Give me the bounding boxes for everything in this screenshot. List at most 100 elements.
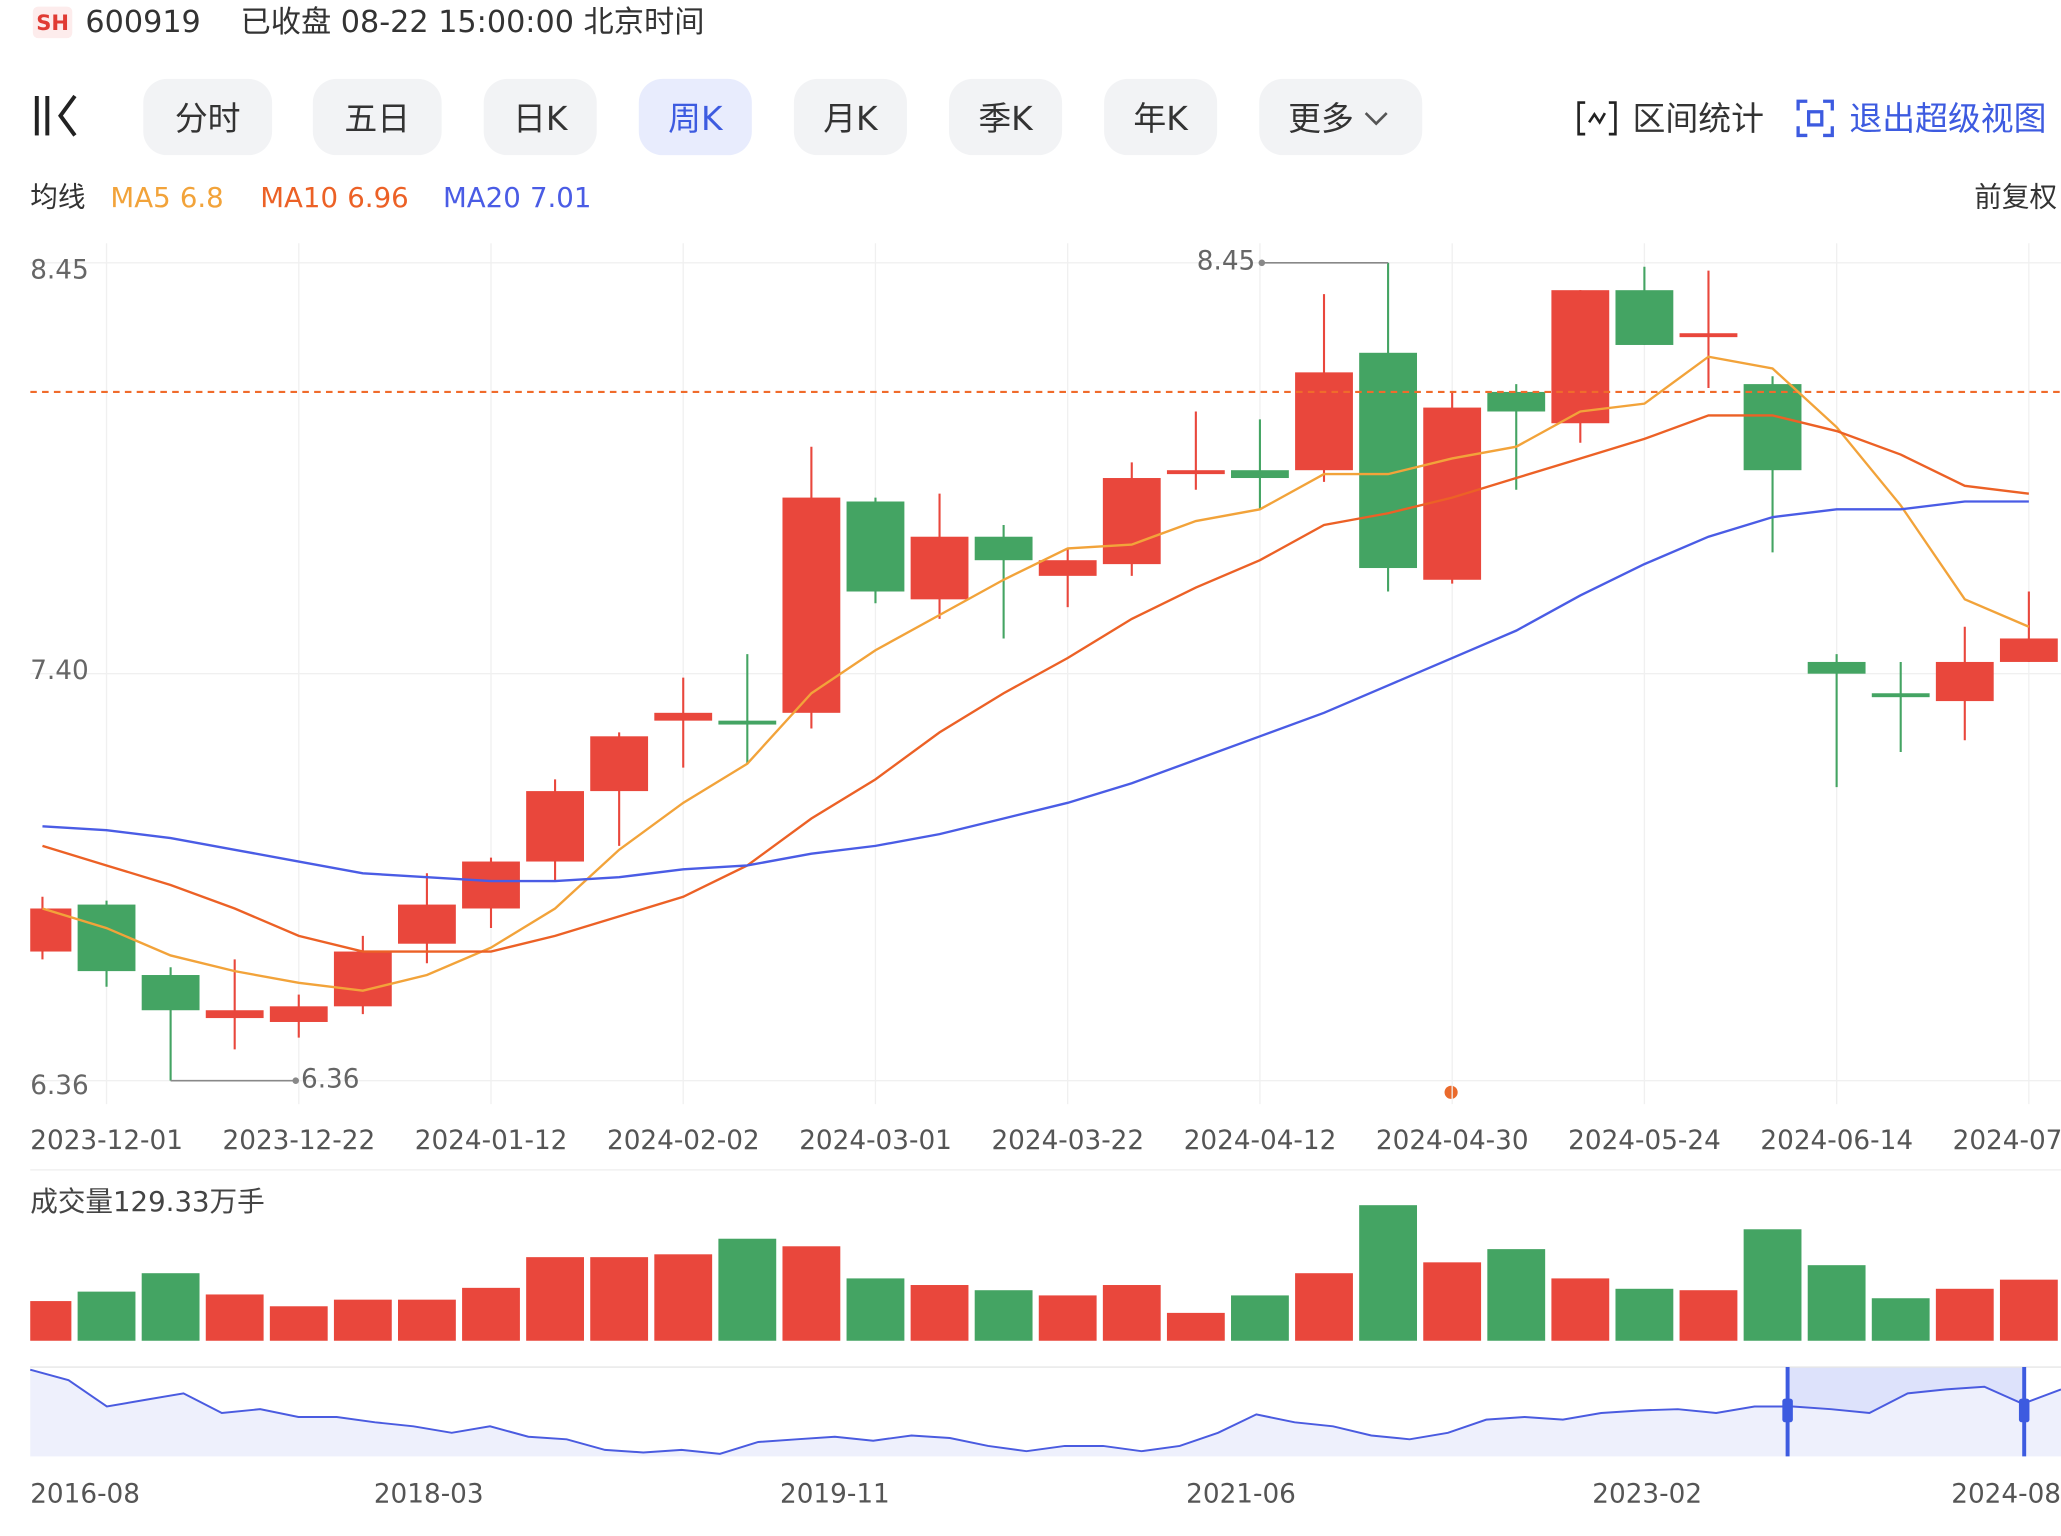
candle-body[interactable] xyxy=(1487,391,1546,412)
candle-body[interactable] xyxy=(1102,478,1161,565)
candle-body[interactable] xyxy=(205,1010,264,1019)
volume-bar[interactable] xyxy=(1679,1290,1738,1341)
volume-bar[interactable] xyxy=(333,1299,392,1341)
tab[interactable]: 周K xyxy=(668,99,724,138)
ma-line xyxy=(42,355,2030,992)
volume-bar[interactable] xyxy=(526,1257,584,1341)
adjust-mode[interactable]: 前复权 xyxy=(1974,181,2057,214)
volume-bar[interactable] xyxy=(398,1299,456,1341)
volume-bar[interactable] xyxy=(1487,1249,1546,1341)
volume-bar[interactable] xyxy=(782,1246,841,1341)
y-tick-label: 7.40 xyxy=(30,656,88,686)
volume-bar[interactable] xyxy=(1935,1288,1994,1341)
tab-bg[interactable] xyxy=(1104,78,1218,156)
ma-line xyxy=(42,414,2030,953)
volume-bar[interactable] xyxy=(654,1254,713,1341)
candle-body[interactable] xyxy=(910,536,969,600)
min-label: 6.36 xyxy=(301,1064,359,1094)
tab[interactable]: 更多 xyxy=(1288,99,1354,138)
volume-bar[interactable] xyxy=(1423,1262,1482,1341)
tab-bg[interactable] xyxy=(1259,78,1423,156)
candle-body[interactable] xyxy=(1359,352,1418,569)
volume-bar[interactable] xyxy=(77,1291,136,1341)
volume-bar[interactable] xyxy=(1615,1288,1674,1341)
volume-bar[interactable] xyxy=(910,1285,969,1341)
tab-bg[interactable] xyxy=(143,78,273,156)
nav-tick-label: 2024-08 xyxy=(1951,1480,2061,1510)
volume-bar[interactable] xyxy=(1038,1295,1097,1341)
tab[interactable]: 分时 xyxy=(175,99,241,138)
volume-bar[interactable] xyxy=(1295,1273,1353,1341)
candle-body[interactable] xyxy=(1423,407,1482,580)
volume-bar[interactable] xyxy=(141,1273,200,1341)
candle-body[interactable] xyxy=(718,720,777,725)
exit-super-view[interactable]: 退出超级视图 xyxy=(1849,99,2046,138)
tab[interactable]: 日K xyxy=(513,99,569,138)
candle-body[interactable] xyxy=(1935,661,1994,702)
candle-body[interactable] xyxy=(1807,661,1866,674)
candle-body[interactable] xyxy=(1551,290,1610,424)
candle-body[interactable] xyxy=(1999,638,2058,662)
volume-bar[interactable] xyxy=(846,1278,905,1341)
tab-bg[interactable] xyxy=(949,78,1063,156)
nav-handle-grip[interactable] xyxy=(2018,1398,2030,1423)
candle-body[interactable] xyxy=(1679,333,1738,338)
candle-body[interactable] xyxy=(974,536,1033,561)
volume-bar[interactable] xyxy=(718,1238,777,1341)
candle-body[interactable] xyxy=(846,501,905,592)
volume-bar[interactable] xyxy=(462,1287,520,1341)
candle-body[interactable] xyxy=(1743,384,1802,471)
volume-bar[interactable] xyxy=(14,1301,72,1341)
candle-body[interactable] xyxy=(141,975,200,1011)
volume-bar[interactable] xyxy=(1551,1278,1610,1341)
candle-body[interactable] xyxy=(462,861,520,909)
volume-bar[interactable] xyxy=(269,1306,328,1341)
candle-body[interactable] xyxy=(1615,290,1674,345)
candle-body[interactable] xyxy=(1295,372,1353,471)
tab-bg[interactable] xyxy=(793,78,907,156)
volume-bar[interactable] xyxy=(1807,1265,1866,1341)
nav-handle-grip[interactable] xyxy=(1782,1398,1793,1423)
volume-bar[interactable] xyxy=(1359,1205,1418,1341)
candle-body[interactable] xyxy=(398,904,456,944)
ma-line xyxy=(42,500,2029,883)
legend-entry: MA5 6.8 xyxy=(110,181,223,214)
tab[interactable]: 月K xyxy=(823,99,879,138)
candle-body[interactable] xyxy=(1166,470,1225,475)
volume-bar[interactable] xyxy=(1871,1298,1930,1341)
tab[interactable]: 年K xyxy=(1133,99,1189,138)
tab[interactable]: 季K xyxy=(978,99,1034,138)
candle-body[interactable] xyxy=(782,497,841,713)
legend-entry: MA10 6.96 xyxy=(260,181,408,214)
candle-body[interactable] xyxy=(1871,693,1930,698)
tab-bg[interactable] xyxy=(483,78,597,156)
volume-bar[interactable] xyxy=(1166,1312,1225,1341)
candle-body[interactable] xyxy=(654,712,713,721)
volume-bar[interactable] xyxy=(1102,1285,1161,1341)
candle-body[interactable] xyxy=(1231,470,1289,479)
volume-bar[interactable] xyxy=(205,1294,264,1341)
candle-body[interactable] xyxy=(333,951,392,1007)
volume-bar[interactable] xyxy=(974,1290,1033,1341)
candle-body[interactable] xyxy=(269,1006,328,1022)
tab-bg[interactable] xyxy=(638,78,752,156)
x-tick-label: 2024-03-01 xyxy=(799,1126,952,1156)
volume-bar[interactable] xyxy=(590,1257,649,1341)
candle-body[interactable] xyxy=(1038,560,1097,576)
grid xyxy=(30,243,2061,1105)
candle-body[interactable] xyxy=(526,791,584,862)
volume-title: 成交量129.33万手 xyxy=(30,1185,265,1218)
volume-bar[interactable] xyxy=(1231,1295,1289,1341)
tab[interactable]: 五日 xyxy=(344,99,410,138)
exchange: SH xyxy=(36,10,69,35)
chevron xyxy=(1364,112,1388,126)
candle-body[interactable] xyxy=(590,736,649,792)
tab-bg[interactable] xyxy=(312,78,442,156)
exit-icon[interactable] xyxy=(1796,99,1834,138)
candle-body[interactable] xyxy=(77,904,136,972)
range-icon[interactable] xyxy=(1577,101,1617,136)
range-stats[interactable]: 区间统计 xyxy=(1633,99,1764,138)
volume-bar[interactable] xyxy=(1999,1279,2058,1341)
volume-bar[interactable] xyxy=(1743,1229,1802,1341)
event-dot[interactable] xyxy=(1444,1085,1458,1099)
